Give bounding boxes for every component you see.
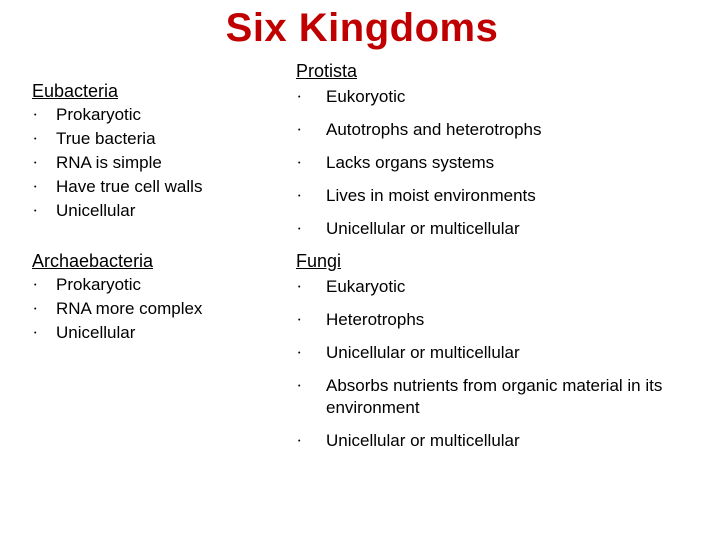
list-item-text: Lives in moist environments bbox=[326, 185, 692, 208]
bullet-icon: • bbox=[296, 283, 326, 292]
bullet-icon: • bbox=[32, 329, 56, 338]
list-item: •Eukoryotic bbox=[296, 86, 692, 109]
list-item-text: Unicellular bbox=[56, 200, 272, 223]
fungi-section: Fungi •Eukaryotic •Heterotrophs •Unicell… bbox=[296, 251, 692, 454]
content-columns: Eubacteria •Prokaryotic •True bacteria •… bbox=[32, 61, 692, 463]
slide: Six Kingdoms Eubacteria •Prokaryotic •Tr… bbox=[0, 0, 720, 540]
list-item-text: Eukoryotic bbox=[326, 86, 692, 109]
bullet-icon: • bbox=[296, 93, 326, 102]
bullet-icon: • bbox=[296, 225, 326, 234]
archaebacteria-section: Archaebacteria •Prokaryotic •RNA more co… bbox=[32, 251, 272, 345]
bullet-icon: • bbox=[296, 382, 326, 391]
list-item-text: Absorbs nutrients from organic material … bbox=[326, 375, 692, 421]
list-item-text: Unicellular bbox=[56, 322, 272, 345]
list-item-text: Autotrophs and heterotrophs bbox=[326, 119, 692, 142]
list-item: •Unicellular bbox=[32, 200, 272, 223]
bullet-icon: • bbox=[32, 305, 56, 314]
list-item: •Eukaryotic bbox=[296, 276, 692, 299]
list-item-text: Heterotrophs bbox=[326, 309, 692, 332]
bullet-icon: • bbox=[296, 192, 326, 201]
list-item: •Absorbs nutrients from organic material… bbox=[296, 375, 692, 421]
bullet-icon: • bbox=[296, 349, 326, 358]
bullet-icon: • bbox=[296, 437, 326, 446]
list-item: •Lacks organs systems bbox=[296, 152, 692, 175]
list-item: •Unicellular bbox=[32, 322, 272, 345]
bullet-icon: • bbox=[32, 207, 56, 216]
bullet-icon: • bbox=[296, 316, 326, 325]
list-item: •Lives in moist environments bbox=[296, 185, 692, 208]
slide-title: Six Kingdoms bbox=[32, 6, 692, 51]
bullet-icon: • bbox=[32, 111, 56, 120]
bullet-icon: • bbox=[32, 159, 56, 168]
protista-heading: Protista bbox=[296, 61, 692, 82]
list-item-text: Eukaryotic bbox=[326, 276, 692, 299]
protista-section: Protista •Eukoryotic •Autotrophs and het… bbox=[296, 61, 692, 241]
bullet-icon: • bbox=[296, 126, 326, 135]
list-item: •Unicellular or multicellular bbox=[296, 342, 692, 365]
list-item-text: RNA more complex bbox=[56, 298, 272, 321]
eubacteria-heading: Eubacteria bbox=[32, 81, 272, 102]
bullet-icon: • bbox=[296, 159, 326, 168]
list-item-text: Have true cell walls bbox=[56, 176, 272, 199]
list-item-text: Unicellular or multicellular bbox=[326, 218, 692, 241]
list-item: •Prokaryotic bbox=[32, 274, 272, 297]
list-item: •Have true cell walls bbox=[32, 176, 272, 199]
list-item: •Unicellular or multicellular bbox=[296, 430, 692, 453]
fungi-heading: Fungi bbox=[296, 251, 692, 272]
bullet-icon: • bbox=[32, 183, 56, 192]
list-item-text: Unicellular or multicellular bbox=[326, 430, 692, 453]
list-item-text: Unicellular or multicellular bbox=[326, 342, 692, 365]
left-column: Eubacteria •Prokaryotic •True bacteria •… bbox=[32, 61, 272, 463]
list-item: •Prokaryotic bbox=[32, 104, 272, 127]
list-item-text: Prokaryotic bbox=[56, 104, 272, 127]
list-item-text: RNA is simple bbox=[56, 152, 272, 175]
archaebacteria-heading: Archaebacteria bbox=[32, 251, 272, 272]
right-column: Protista •Eukoryotic •Autotrophs and het… bbox=[296, 61, 692, 463]
list-item: •True bacteria bbox=[32, 128, 272, 151]
eubacteria-section: Eubacteria •Prokaryotic •True bacteria •… bbox=[32, 81, 272, 223]
list-item: •RNA more complex bbox=[32, 298, 272, 321]
bullet-icon: • bbox=[32, 135, 56, 144]
list-item: •RNA is simple bbox=[32, 152, 272, 175]
list-item-text: Prokaryotic bbox=[56, 274, 272, 297]
list-item-text: True bacteria bbox=[56, 128, 272, 151]
list-item: •Heterotrophs bbox=[296, 309, 692, 332]
bullet-icon: • bbox=[32, 281, 56, 290]
list-item: •Autotrophs and heterotrophs bbox=[296, 119, 692, 142]
list-item: •Unicellular or multicellular bbox=[296, 218, 692, 241]
list-item-text: Lacks organs systems bbox=[326, 152, 692, 175]
